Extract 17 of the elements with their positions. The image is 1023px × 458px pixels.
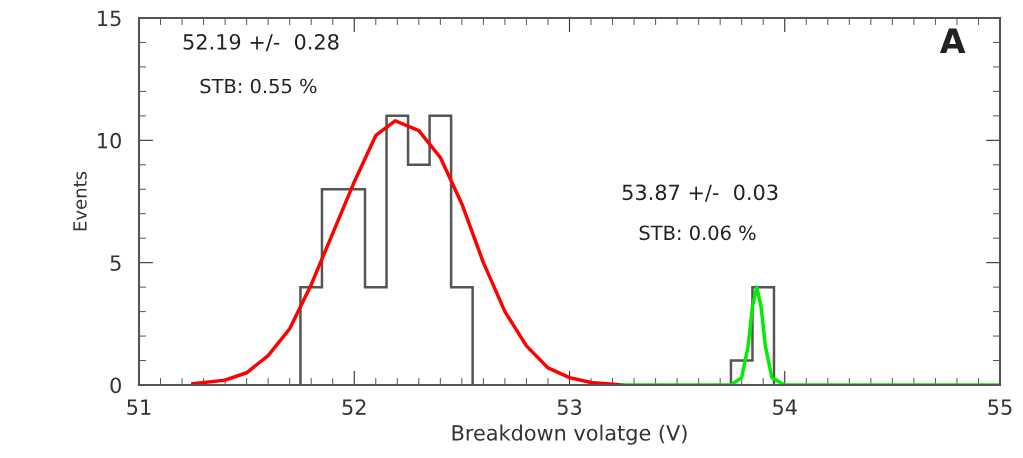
y-tick-label: 15 xyxy=(98,10,121,27)
x-tick-label: 55 xyxy=(988,399,1012,416)
annotation: STB: 0.06 % xyxy=(639,225,756,241)
x-tick-label: 51 xyxy=(127,399,151,416)
x-tick-label: 53 xyxy=(557,399,582,416)
annotation: 52.19 +/- 0.28 xyxy=(183,33,339,52)
y-tick-label: 0 xyxy=(110,377,121,394)
annotation: 53.87 +/- 0.03 xyxy=(622,184,778,202)
line-series xyxy=(621,285,1000,385)
x-tick-label: 54 xyxy=(773,399,797,416)
y-axis-title: Events xyxy=(73,171,87,231)
y-tick-label: 10 xyxy=(98,132,121,149)
annotation: STB: 0.55 % xyxy=(200,78,317,94)
x-axis-title: Breakdown volatge (V) xyxy=(452,424,687,445)
y-tick-label: 5 xyxy=(110,255,121,271)
annotation: A xyxy=(939,28,966,53)
x-tick-label: 52 xyxy=(342,399,366,416)
